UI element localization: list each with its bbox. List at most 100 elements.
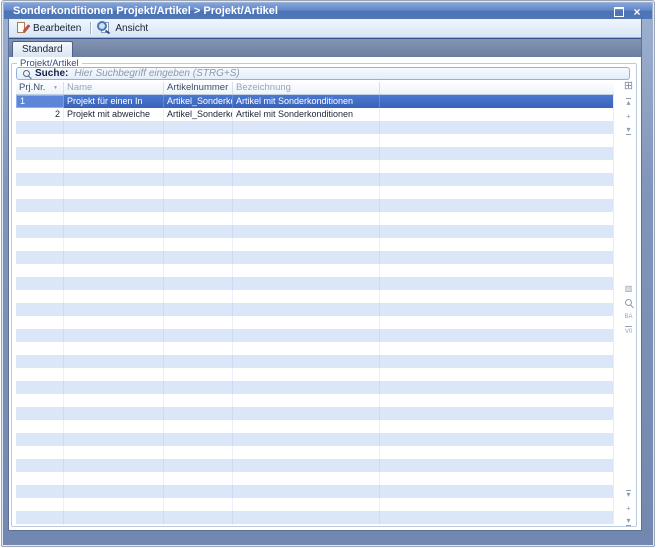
cell: [164, 134, 233, 147]
cell: [380, 147, 613, 160]
cell: [16, 238, 64, 251]
cell[interactable]: Artikel_Sonderkonditio: [164, 108, 233, 121]
ansicht-button[interactable]: Ansicht: [94, 21, 154, 35]
cell: [233, 173, 380, 186]
table-row-empty[interactable]: [16, 225, 613, 238]
column-chooser-button[interactable]: ⊞: [621, 79, 636, 93]
cell: [64, 407, 164, 420]
table-row-empty[interactable]: [16, 511, 613, 524]
table-row-empty[interactable]: [16, 173, 613, 186]
table-row-empty[interactable]: [16, 147, 613, 160]
jump-to-top-button[interactable]: ▴: [621, 96, 636, 109]
table-row-empty[interactable]: [16, 238, 613, 251]
table-row-empty[interactable]: [16, 160, 613, 173]
column-header-artikelnummer[interactable]: Artikelnummer: [164, 82, 233, 94]
cell: [16, 368, 64, 381]
table-row-empty[interactable]: [16, 368, 613, 381]
table-row-empty[interactable]: [16, 303, 613, 316]
cell[interactable]: 2: [16, 108, 64, 121]
table-row-empty[interactable]: [16, 420, 613, 433]
table-row-empty[interactable]: [16, 290, 613, 303]
content-area: Projekt/Artikel Suche: Hier Suchbegriff …: [9, 57, 641, 530]
cell: [164, 524, 233, 525]
table-row-empty[interactable]: [16, 485, 613, 498]
table-row-empty[interactable]: [16, 134, 613, 147]
jump-down-button[interactable]: ▾: [621, 124, 636, 137]
table-row-empty[interactable]: [16, 355, 613, 368]
table-row-empty[interactable]: [16, 394, 613, 407]
cell: [380, 459, 613, 472]
magnifier-icon: [625, 299, 632, 306]
tab-standard[interactable]: Standard: [12, 41, 73, 58]
cell: [380, 511, 613, 524]
column-header-name[interactable]: Name: [64, 82, 164, 94]
cell: [64, 433, 164, 446]
search-input[interactable]: Hier Suchbegriff eingeben (STRG+S): [74, 68, 240, 79]
table-row-empty[interactable]: [16, 524, 613, 525]
table-row-empty[interactable]: [16, 277, 613, 290]
cell[interactable]: Projekt mit abweiche: [64, 108, 164, 121]
cell: [380, 225, 613, 238]
cell: [16, 134, 64, 147]
cell: [233, 459, 380, 472]
sort-desc-icon: ▼: [53, 85, 58, 91]
panel-button[interactable]: ▥: [621, 282, 636, 295]
zoom-button[interactable]: [621, 296, 636, 309]
scroll-mark-button-1[interactable]: ▾: [621, 488, 636, 501]
cell: [233, 212, 380, 225]
table-row-empty[interactable]: [16, 212, 613, 225]
table-row-empty[interactable]: [16, 186, 613, 199]
cell: [64, 472, 164, 485]
cell: [64, 121, 164, 134]
table-row-empty[interactable]: [16, 121, 613, 134]
grid-side-strip: ⊞ ▴ + ▾ ▥: [620, 79, 637, 526]
table-row-empty[interactable]: [16, 407, 613, 420]
column-chooser-icon: ⊞: [623, 80, 634, 92]
cell: [233, 355, 380, 368]
cell: [64, 368, 164, 381]
close-button[interactable]: ×: [630, 6, 644, 18]
title-bar[interactable]: Sonderkonditionen Projekt/Artikel > Proj…: [4, 3, 652, 19]
table-row-empty[interactable]: [16, 329, 613, 342]
table-row-empty[interactable]: [16, 459, 613, 472]
table-row-empty[interactable]: [16, 472, 613, 485]
restore-button[interactable]: [612, 6, 626, 17]
cell[interactable]: Projekt für einen In: [64, 95, 164, 108]
table-row-empty[interactable]: [16, 264, 613, 277]
cell: [164, 381, 233, 394]
cell: [380, 342, 613, 355]
v0-icon: V0: [624, 325, 633, 336]
cell[interactable]: Artikel_Sonderkonditio: [164, 95, 233, 108]
table-row-empty[interactable]: [16, 381, 613, 394]
cell[interactable]: Artikel mit Sonderkonditionen: [233, 95, 380, 108]
cell[interactable]: 1: [16, 95, 64, 108]
table-row-empty[interactable]: [16, 446, 613, 459]
cell: [380, 199, 613, 212]
table-row-empty[interactable]: [16, 342, 613, 355]
cell[interactable]: [380, 95, 613, 108]
cell: [64, 355, 164, 368]
tab-strip: Standard: [9, 38, 641, 58]
cell: [233, 394, 380, 407]
cell: [164, 407, 233, 420]
column-header-prjnr[interactable]: Prj.Nr. ▼: [16, 82, 64, 94]
column-header-bezeichnung[interactable]: Bezeichnung: [233, 82, 380, 94]
cell: [380, 251, 613, 264]
scroll-plus-button[interactable]: +: [621, 502, 636, 515]
insert-row-button[interactable]: +: [621, 110, 636, 123]
cell[interactable]: [380, 108, 613, 121]
table-row-empty[interactable]: [16, 316, 613, 329]
table-row-empty[interactable]: [16, 199, 613, 212]
cell[interactable]: Artikel mit Sonderkonditionen: [233, 108, 380, 121]
v0-button[interactable]: V0: [621, 324, 636, 337]
search-panel[interactable]: Suche: Hier Suchbegriff eingeben (STRG+S…: [16, 67, 630, 80]
bearbeiten-button[interactable]: Bearbeiten: [13, 21, 87, 35]
table-row-empty[interactable]: [16, 251, 613, 264]
scroll-mark-button-2[interactable]: ▾: [621, 515, 636, 528]
table-row-empty[interactable]: [16, 498, 613, 511]
ba-button[interactable]: BA: [621, 310, 636, 323]
cell: [380, 433, 613, 446]
table-row-empty[interactable]: [16, 433, 613, 446]
